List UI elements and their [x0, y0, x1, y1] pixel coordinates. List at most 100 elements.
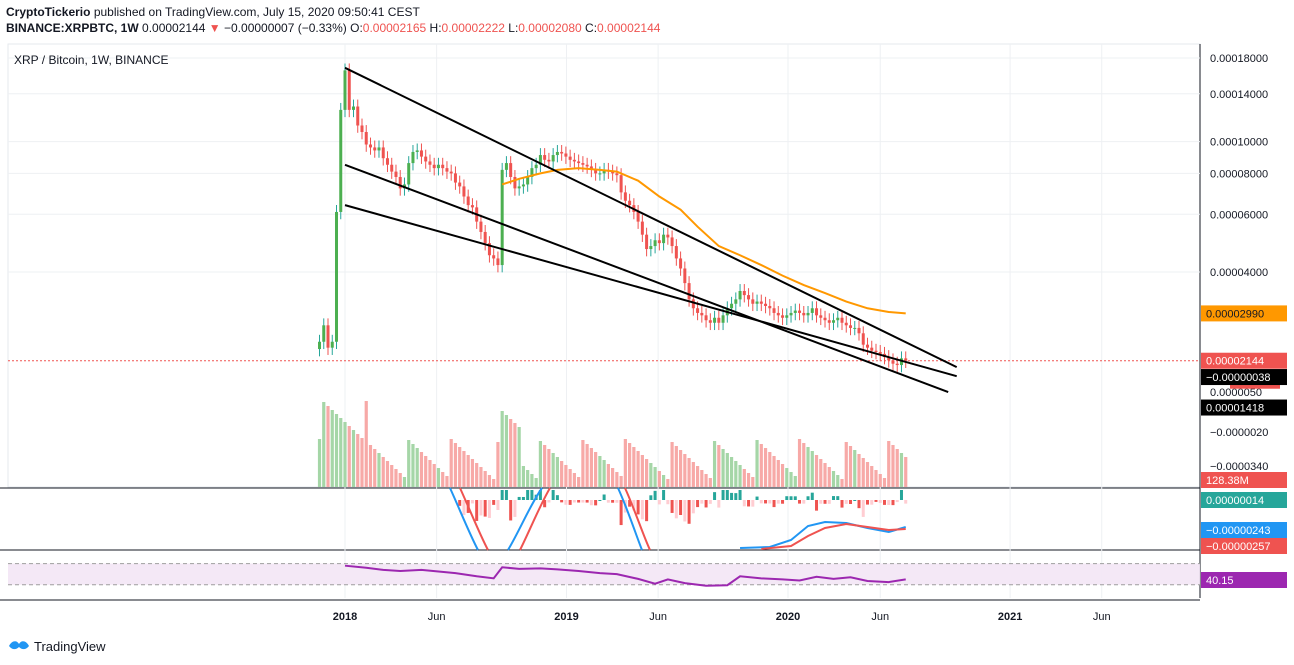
macd-histogram-bar — [861, 500, 865, 517]
volume-bar — [670, 442, 674, 487]
macd-line — [740, 520, 907, 549]
volume-bar — [415, 448, 419, 487]
macd-histogram-bar — [874, 500, 878, 502]
y-tick-label: 0.00004000 — [1210, 267, 1268, 279]
macd-histogram-bar — [849, 500, 853, 504]
macd-histogram-bar — [483, 500, 487, 517]
x-tick-label: Jun — [871, 611, 889, 623]
candle-body — [526, 176, 530, 185]
macd-hist-badge-bg — [1201, 492, 1287, 508]
macd-histogram-bar — [772, 500, 776, 508]
macd-histogram-bar — [500, 490, 504, 500]
zone-bottom-badge-bg — [1201, 369, 1287, 386]
candle-body — [419, 150, 423, 157]
footer[interactable]: TradingView — [8, 638, 106, 655]
zone-top-badge: 0.00001418 — [1206, 403, 1264, 415]
volume-bar — [589, 448, 593, 487]
candle-body — [381, 147, 385, 159]
candle-body — [428, 161, 432, 165]
volume-bar — [848, 446, 853, 487]
y-tick-label: 0.00008000 — [1210, 168, 1268, 180]
macd-histogram-bar — [717, 500, 721, 508]
candle-body — [789, 312, 793, 316]
volume-scale-label: 0.0000050 — [1210, 387, 1262, 399]
volume-bar — [857, 454, 861, 487]
volume-bar — [853, 450, 857, 487]
macd-histogram-bar — [636, 500, 640, 515]
macd-histogram-bar — [836, 496, 840, 500]
symbol-label: BINANCE:XRPBTC, 1W — [6, 21, 139, 35]
volume-bar — [521, 466, 526, 487]
y-tick-label: 0.00014000 — [1210, 89, 1268, 101]
main-pane-frame — [7, 43, 1201, 488]
grid — [0, 43, 1201, 601]
macd-histogram-bar — [479, 500, 483, 516]
macd-histogram-bar — [891, 500, 895, 506]
macd-histogram-bar — [747, 500, 751, 507]
volume-bar — [547, 449, 551, 487]
candle-body — [398, 176, 402, 189]
candle-body — [436, 164, 440, 169]
candle-body — [662, 234, 666, 244]
volume-bar — [640, 455, 644, 487]
macd-histogram-bar — [568, 500, 572, 505]
candle-body — [670, 237, 674, 247]
volume-bar — [419, 452, 424, 487]
macd-histogram-bar — [606, 500, 610, 503]
volume-bar — [683, 454, 687, 487]
down-arrow-icon: ▼ — [208, 21, 221, 35]
candle-body — [585, 164, 589, 167]
candle-body — [483, 231, 487, 244]
candle-body — [730, 303, 734, 309]
candle-body — [449, 171, 453, 174]
candle-body — [717, 317, 721, 323]
macd-histogram-bar — [458, 500, 462, 506]
trendline — [344, 204, 957, 378]
publisher-line: CryptoTickerio published on TradingView.… — [6, 4, 660, 20]
volume-bar — [904, 457, 908, 487]
candle-body — [691, 299, 695, 309]
candle-body — [887, 357, 891, 361]
volume-bar — [865, 462, 870, 487]
candle-body — [645, 234, 649, 250]
rsi-pane — [8, 563, 1200, 587]
signal-line-badge: −0.00000257 — [1206, 541, 1271, 553]
macd-histogram-bar — [538, 490, 542, 500]
volume-bar — [483, 471, 487, 487]
volume-bar — [657, 471, 661, 487]
macd-histogram-bar — [687, 500, 691, 524]
macd-pane — [449, 487, 908, 551]
candle-body — [810, 308, 814, 313]
volume-bar — [729, 457, 734, 487]
macd-hist-badge: 0.00000014 — [1206, 495, 1264, 507]
volume-bar — [844, 442, 848, 487]
volume-bar — [623, 439, 627, 487]
volume-bar — [351, 430, 356, 487]
candle-body — [470, 205, 474, 208]
candle-body — [713, 317, 717, 323]
candle-body — [751, 299, 755, 304]
candle-body — [674, 246, 678, 259]
volume-bar — [373, 449, 377, 487]
candle-body — [538, 155, 542, 165]
candle-body — [445, 168, 449, 172]
candle-body — [700, 312, 704, 316]
footer-brand: TradingView — [34, 639, 106, 654]
candle-body — [517, 186, 521, 189]
macd-histogram-bar — [827, 500, 831, 504]
candle-body — [390, 164, 394, 172]
candle-body — [602, 169, 606, 174]
candle-body — [849, 325, 853, 328]
candle-body — [840, 317, 844, 323]
candle-body — [407, 163, 411, 185]
volume-bar — [802, 443, 806, 487]
x-tick-label: Jun — [1093, 611, 1111, 623]
volume-bar — [746, 473, 751, 487]
volume-layer — [317, 401, 908, 487]
macd-histogram-bar — [530, 490, 534, 500]
volume-bar — [411, 444, 415, 487]
volume-bar — [691, 462, 695, 487]
macd-histogram-bar — [857, 500, 861, 509]
volume-bar — [390, 465, 394, 487]
